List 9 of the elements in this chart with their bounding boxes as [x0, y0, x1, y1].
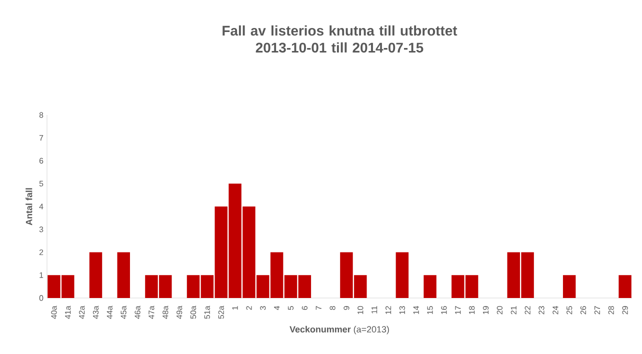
chart-title: Fall av listerios knutna till utbrottet 2013-10-01 till 2014-07-15	[222, 25, 458, 53]
bar	[618, 275, 632, 298]
x-axis-title: Veckonummer (a=2013)	[290, 326, 389, 334]
bar	[396, 252, 409, 298]
bar	[89, 252, 102, 298]
bar	[562, 275, 576, 298]
bar	[117, 252, 130, 298]
bar	[424, 275, 436, 298]
y-axis-title: Antal fall	[26, 188, 32, 226]
